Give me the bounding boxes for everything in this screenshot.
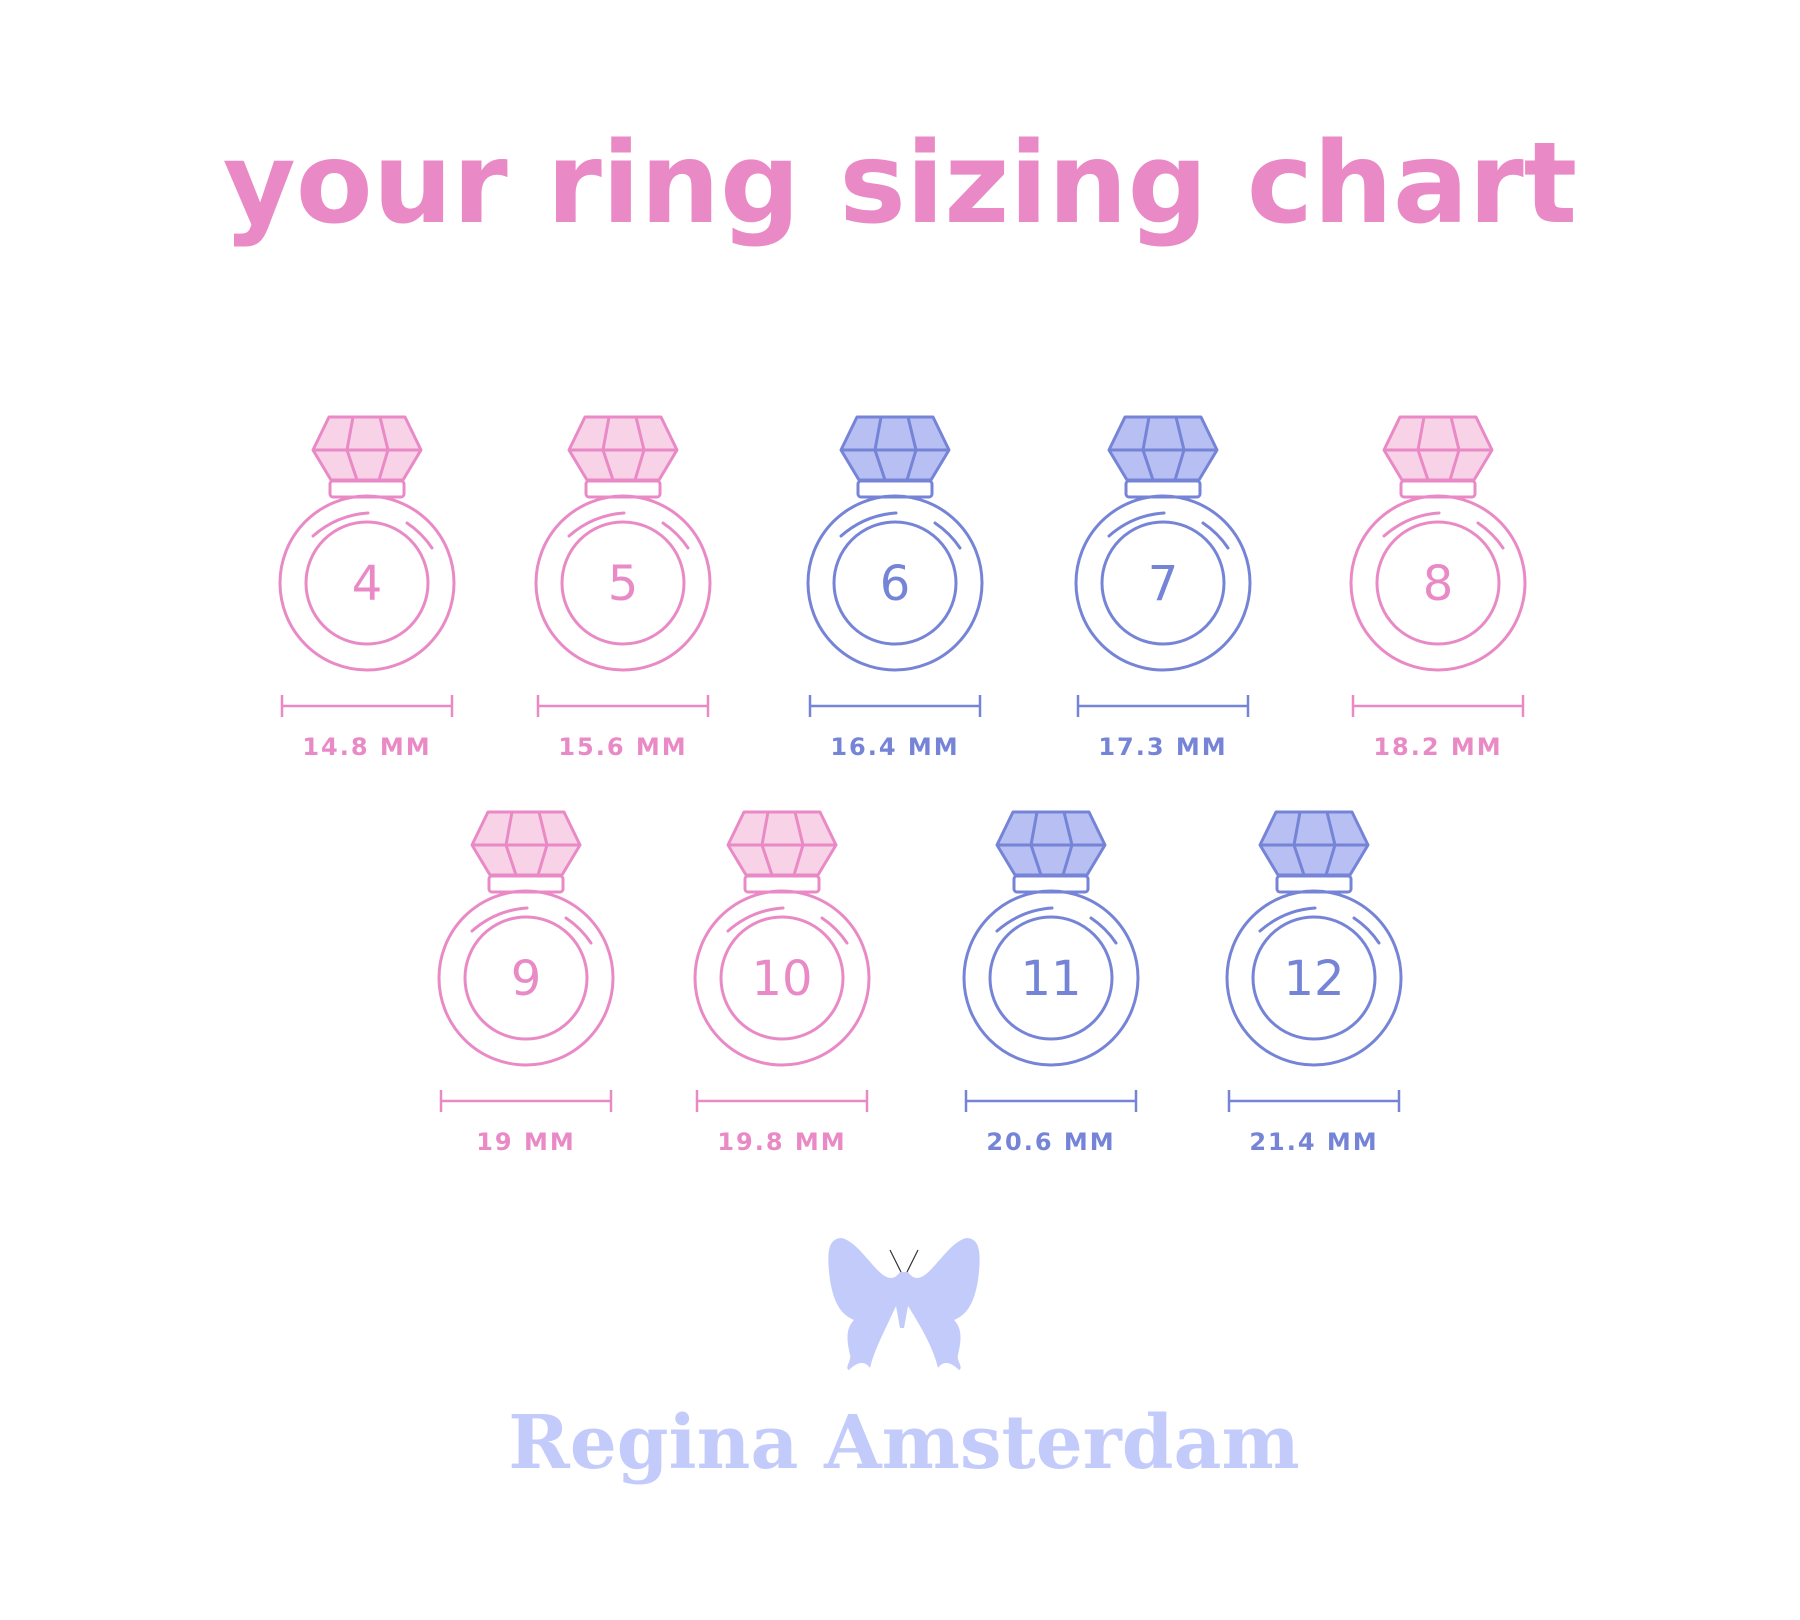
diameter-label: 19 MM bbox=[476, 1128, 576, 1156]
ring-size-number: 12 bbox=[1283, 951, 1344, 1007]
diameter-measure-line bbox=[964, 1090, 1138, 1112]
ring-inner bbox=[1251, 915, 1377, 1041]
ring-size-8: 8 18.2 MM bbox=[1349, 415, 1527, 761]
gem-icon bbox=[1382, 415, 1494, 482]
diameter-measure-line bbox=[439, 1090, 613, 1112]
ring-highlight bbox=[839, 511, 898, 538]
ring-size-10: 10 19.8 MM bbox=[693, 810, 871, 1156]
brand-name: Regina Amsterdam bbox=[508, 1400, 1300, 1486]
diameter-label: 18.2 MM bbox=[1373, 733, 1502, 761]
ring-grid: 4 14.8 MM 5 15.6 MM 6 16.4 MM 7 17.3 MM 8 18.2 MM… bbox=[278, 415, 1527, 1156]
ring-size-number: 6 bbox=[880, 556, 911, 612]
ring-highlight bbox=[1382, 511, 1441, 538]
diameter-label: 20.6 MM bbox=[986, 1128, 1115, 1156]
ring-size-11: 11 20.6 MM bbox=[962, 810, 1140, 1156]
gem-icon bbox=[726, 810, 838, 877]
ring-highlight bbox=[1352, 916, 1381, 945]
diameter-label: 16.4 MM bbox=[830, 733, 959, 761]
gem-icon bbox=[470, 810, 582, 877]
butterfly-icon bbox=[828, 1238, 980, 1370]
ring-size-number: 10 bbox=[751, 951, 812, 1007]
diameter-measure-line bbox=[1076, 695, 1250, 717]
ring-outer bbox=[1074, 494, 1252, 672]
diameter-measure-line bbox=[280, 695, 454, 717]
ring-outer bbox=[534, 494, 712, 672]
ring-size-number: 5 bbox=[608, 556, 639, 612]
ring-highlight bbox=[405, 521, 434, 550]
ring-inner bbox=[304, 520, 430, 646]
diameter-measure-line bbox=[536, 695, 710, 717]
ring-outer bbox=[962, 889, 1140, 1067]
ring-highlight bbox=[820, 916, 849, 945]
gem-icon bbox=[567, 415, 679, 482]
ring-highlight bbox=[1201, 521, 1230, 550]
ring-highlight bbox=[1089, 916, 1118, 945]
ring-size-number: 9 bbox=[511, 951, 542, 1007]
ring-highlight bbox=[564, 916, 593, 945]
gem-icon bbox=[1258, 810, 1370, 877]
ring-size-4: 4 14.8 MM bbox=[278, 415, 456, 761]
diameter-measure-line bbox=[1351, 695, 1525, 717]
gem-icon bbox=[1107, 415, 1219, 482]
ring-inner bbox=[463, 915, 589, 1041]
diameter-measure-line bbox=[695, 1090, 869, 1112]
ring-inner bbox=[1100, 520, 1226, 646]
ring-highlight bbox=[1258, 906, 1317, 933]
ring-highlight bbox=[567, 511, 626, 538]
diameter-measure-line bbox=[808, 695, 982, 717]
ring-highlight bbox=[933, 521, 962, 550]
ring-highlight bbox=[726, 906, 785, 933]
ring-size-5: 5 15.6 MM bbox=[534, 415, 712, 761]
gem-icon bbox=[311, 415, 423, 482]
ring-inner bbox=[832, 520, 958, 646]
ring-highlight bbox=[661, 521, 690, 550]
ring-outer bbox=[278, 494, 456, 672]
ring-outer bbox=[1225, 889, 1403, 1067]
ring-highlight bbox=[311, 511, 370, 538]
ring-outer bbox=[1349, 494, 1527, 672]
ring-size-6: 6 16.4 MM bbox=[806, 415, 984, 761]
ring-size-12: 12 21.4 MM bbox=[1225, 810, 1403, 1156]
ring-highlight bbox=[1476, 521, 1505, 550]
gem-icon bbox=[839, 415, 951, 482]
ring-size-number: 8 bbox=[1423, 556, 1454, 612]
ring-size-9: 9 19 MM bbox=[437, 810, 615, 1156]
diameter-label: 21.4 MM bbox=[1249, 1128, 1378, 1156]
ring-size-7: 7 17.3 MM bbox=[1074, 415, 1252, 761]
ring-size-number: 4 bbox=[352, 556, 383, 612]
ring-size-number: 7 bbox=[1148, 556, 1179, 612]
ring-inner bbox=[560, 520, 686, 646]
ring-size-number: 11 bbox=[1020, 951, 1081, 1007]
ring-inner bbox=[719, 915, 845, 1041]
ring-outer bbox=[693, 889, 871, 1067]
ring-highlight bbox=[995, 906, 1054, 933]
diameter-measure-line bbox=[1227, 1090, 1401, 1112]
ring-inner bbox=[988, 915, 1114, 1041]
ring-inner bbox=[1375, 520, 1501, 646]
diameter-label: 17.3 MM bbox=[1098, 733, 1227, 761]
ring-highlight bbox=[470, 906, 529, 933]
diameter-label: 14.8 MM bbox=[302, 733, 431, 761]
gem-icon bbox=[995, 810, 1107, 877]
diameter-label: 15.6 MM bbox=[558, 733, 687, 761]
diameter-label: 19.8 MM bbox=[717, 1128, 846, 1156]
ring-outer bbox=[437, 889, 615, 1067]
ring-highlight bbox=[1107, 511, 1166, 538]
ring-outer bbox=[806, 494, 984, 672]
page-title: your ring sizing chart bbox=[223, 119, 1577, 249]
